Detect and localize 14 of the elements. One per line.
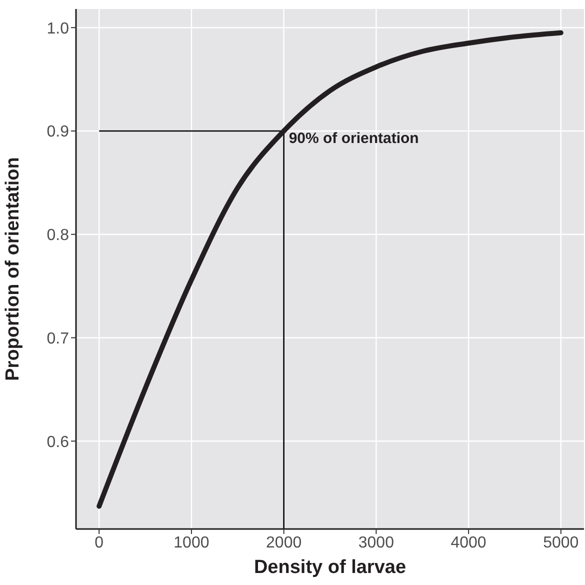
- y-axis-title: Proportion of orientation: [2, 157, 24, 381]
- x-tick-label: 4000: [450, 534, 486, 552]
- y-tick-label: 0.9: [46, 124, 70, 141]
- y-tick-label: 0.8: [46, 227, 70, 244]
- x-tick-label: 2000: [266, 534, 302, 552]
- x-tick-label: 5000: [543, 534, 579, 552]
- x-tick-label: 0: [94, 534, 104, 552]
- ref-line-label: 90% of orientation: [288, 130, 419, 147]
- y-tick-label: 0.7: [46, 330, 70, 348]
- x-tick-label: 1000: [174, 534, 210, 552]
- y-tick-label: 0.6: [46, 434, 70, 451]
- x-axis-title: Density of larvae: [254, 557, 406, 578]
- x-tick-label: 3000: [358, 534, 394, 552]
- y-tick-label: 1.0: [46, 20, 70, 38]
